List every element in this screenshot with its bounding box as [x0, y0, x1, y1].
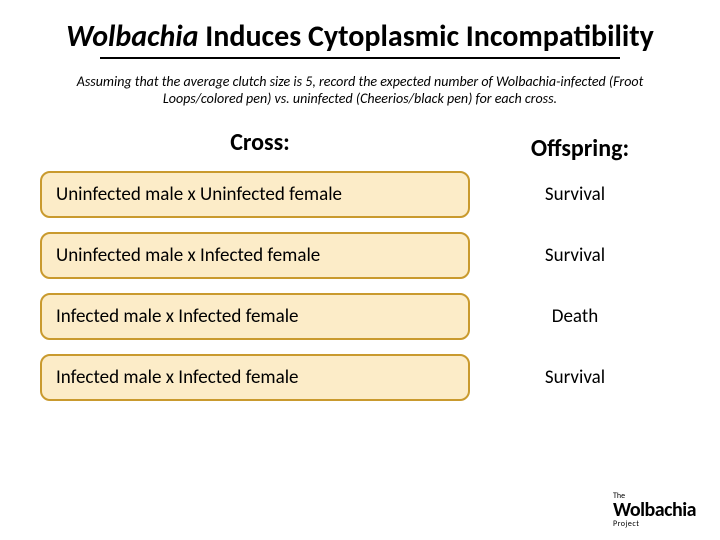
table-row: Uninfected male x Infected female Surviv… [40, 232, 680, 279]
table-row: Uninfected male x Uninfected female Surv… [40, 171, 680, 218]
slide-title: Wolbachia Induces Cytoplasmic Incompatib… [0, 0, 720, 55]
column-headers: Cross: Offspring: [0, 128, 720, 163]
header-offspring: Offspring: [480, 128, 680, 163]
cross-pill: Infected male x Infected female [40, 354, 470, 401]
table-row: Infected male x Infected female Survival [40, 354, 680, 401]
header-cross: Cross: [40, 128, 480, 163]
cross-rows: Uninfected male x Uninfected female Surv… [0, 163, 720, 401]
offspring-value: Survival [470, 183, 680, 206]
logo-line2: Wolbachia [613, 500, 696, 520]
wolbachia-project-logo: The Wolbachia Project [613, 492, 696, 528]
offspring-value: Death [470, 305, 680, 328]
cross-pill: Uninfected male x Infected female [40, 232, 470, 279]
offspring-value: Survival [470, 244, 680, 267]
cross-pill: Uninfected male x Uninfected female [40, 171, 470, 218]
table-row: Infected male x Infected female Death [40, 293, 680, 340]
title-rest: Induces Cytoplasmic Incompatibility [198, 18, 653, 55]
offspring-value: Survival [470, 366, 680, 389]
title-italic: Wolbachia [66, 18, 198, 55]
cross-pill: Infected male x Infected female [40, 293, 470, 340]
subtitle-text: Assuming that the average clutch size is… [0, 73, 720, 108]
title-underline [100, 57, 620, 59]
